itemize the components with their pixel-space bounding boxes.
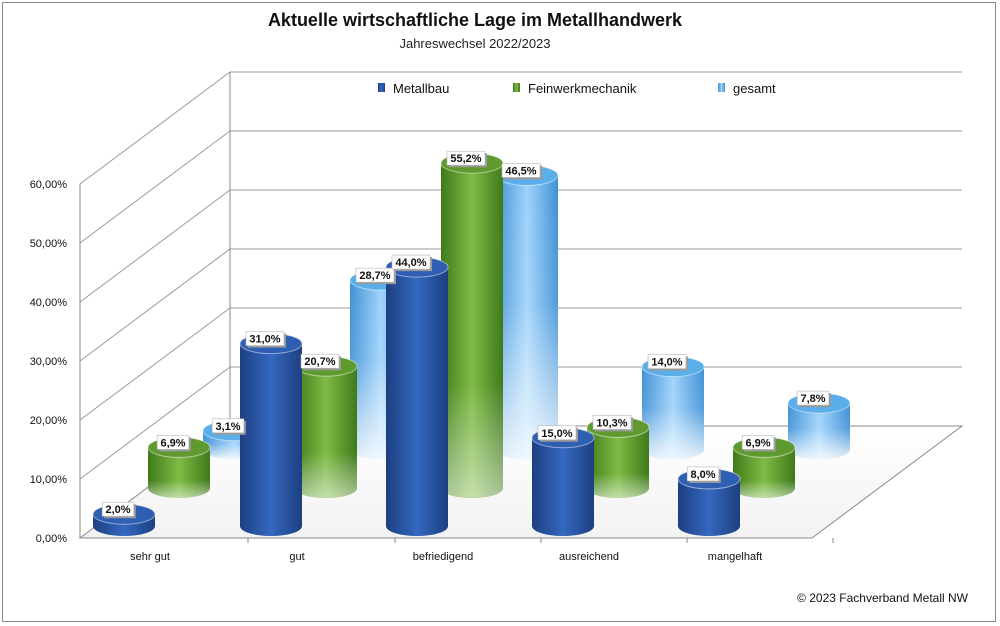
svg-text:20,7%: 20,7% (304, 356, 335, 368)
gridline-side (79, 189, 231, 303)
svg-text:8,0%: 8,0% (690, 469, 715, 481)
data-label: 7,8% (796, 390, 831, 408)
bar (641, 356, 705, 459)
x-tick-label: sehr gut (130, 551, 170, 563)
data-label: 46,5% (501, 163, 542, 180)
svg-text:55,2%: 55,2% (450, 153, 481, 165)
svg-text:44,0%: 44,0% (395, 257, 426, 269)
y-tick-label: 40,00% (30, 297, 68, 309)
y-tick-label: 20,00% (30, 415, 68, 427)
x-axis: sehr gut gut befriedigend ausreichend mangel… (130, 538, 834, 563)
bar (239, 333, 303, 536)
svg-text:7,8%: 7,8% (800, 393, 825, 405)
gridline-side (79, 366, 231, 480)
legend-label: Feinwerkmechanik (528, 81, 637, 96)
y-tick-label: 0,00% (36, 533, 67, 545)
y-tick-label: 50,00% (30, 238, 68, 250)
data-label: 6,9% (156, 435, 191, 452)
data-label: 20,7% (300, 353, 341, 371)
y-tick-label: 60,00% (30, 179, 68, 191)
legend: Metallbau Feinwerkmechanik gesamt (378, 81, 776, 96)
data-label: 8,0% (686, 466, 721, 483)
data-labels: 3,1% 28,7% 46,5% 14,0% 7,8% 6,9% 20,7% 55,2% 10,… (101, 150, 831, 519)
x-tick-label: gut (289, 551, 304, 563)
svg-text:6,9%: 6,9% (745, 437, 770, 449)
gridline-side (79, 307, 231, 421)
data-label: 44,0% (391, 254, 432, 272)
data-label: 2,0% (101, 501, 136, 519)
svg-text:10,3%: 10,3% (596, 417, 627, 429)
svg-text:28,7%: 28,7% (359, 270, 390, 282)
data-label: 3,1% (211, 418, 246, 435)
data-label: 28,7% (355, 267, 396, 285)
bar (294, 355, 358, 498)
copyright-text: © 2023 Fachverband Metall NW (797, 591, 969, 605)
legend-swatch (513, 83, 520, 92)
y-tick-label: 10,00% (30, 474, 68, 486)
legend-swatch (378, 83, 385, 92)
x-tick-label: ausreichend (559, 551, 619, 563)
bars (92, 152, 851, 536)
y-axis: 0,00% 10,00% 20,00% 30,00% 40,00% 50,00% 60,00… (30, 179, 68, 545)
svg-text:6,9%: 6,9% (160, 437, 185, 449)
svg-text:15,0%: 15,0% (541, 428, 572, 440)
svg-text:46,5%: 46,5% (505, 165, 536, 177)
data-label: 6,9% (741, 435, 776, 452)
legend-swatch (718, 83, 725, 92)
data-label: 10,3% (592, 415, 633, 432)
x-tick-label: mangelhaft (708, 551, 762, 563)
gridline-side (79, 248, 231, 362)
svg-text:31,0%: 31,0% (249, 334, 280, 346)
x-tick-label: befriedigend (413, 551, 474, 563)
svg-text:14,0%: 14,0% (651, 357, 682, 369)
svg-text:2,0%: 2,0% (105, 504, 130, 516)
legend-label: gesamt (733, 81, 776, 96)
gridline-side (79, 130, 231, 244)
bar (495, 164, 559, 460)
bar (440, 152, 504, 498)
bar (385, 256, 449, 536)
y-tick-label: 30,00% (30, 356, 68, 368)
data-label: 15,0% (537, 425, 578, 442)
chart-title: Aktuelle wirtschaftliche Lage im Metallh… (268, 10, 683, 30)
chart-subtitle: Jahreswechsel 2022/2023 (399, 36, 550, 51)
bar (531, 427, 595, 536)
svg-text:3,1%: 3,1% (215, 421, 240, 433)
gridline-side (79, 71, 231, 185)
data-label: 55,2% (446, 150, 487, 168)
legend-label: Metallbau (393, 81, 449, 96)
data-label: 14,0% (647, 354, 688, 371)
data-label: 31,0% (245, 331, 286, 348)
